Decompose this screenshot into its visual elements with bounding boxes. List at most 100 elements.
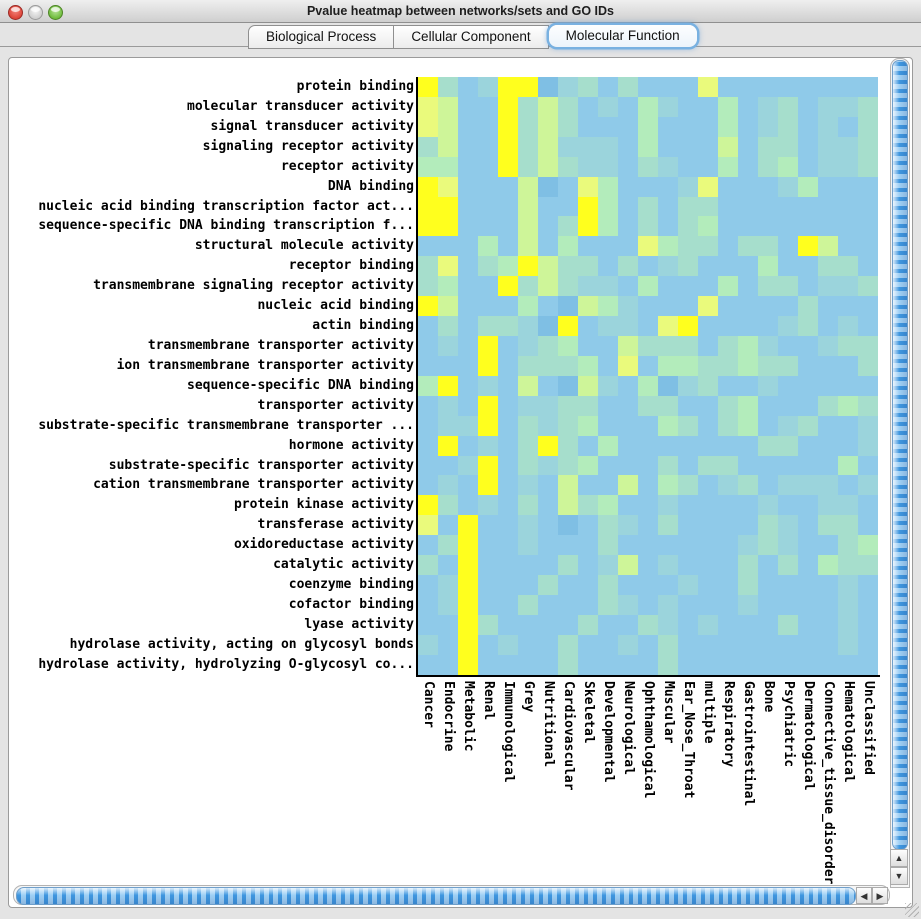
heatmap-cell	[838, 455, 858, 476]
heatmap-cell	[678, 156, 698, 177]
horizontal-scrollbar-thumb[interactable]	[16, 887, 856, 905]
heatmap-cell	[538, 96, 558, 117]
scroll-down-button[interactable]: ▼	[890, 867, 908, 885]
heatmap-cell	[618, 236, 638, 257]
heatmap-cell	[478, 316, 498, 336]
heatmap-cell	[838, 96, 858, 117]
row-label: signal transducer activity	[210, 118, 415, 134]
heatmap-cell	[638, 594, 658, 615]
heatmap-cell	[758, 136, 778, 157]
row-label: signaling receptor activity	[202, 138, 414, 154]
heatmap-cell	[818, 634, 838, 655]
heatmap-cell	[598, 654, 618, 675]
heatmap-cell	[858, 176, 878, 197]
minimize-button[interactable]	[28, 5, 43, 20]
heatmap-cell	[738, 634, 758, 655]
heatmap-cell	[538, 515, 558, 536]
heatmap-cell	[558, 316, 578, 336]
heatmap-cell	[858, 515, 878, 536]
tab-molecular-function[interactable]: Molecular Function	[548, 25, 697, 47]
heatmap-cell	[598, 515, 618, 536]
heatmap-cell	[798, 156, 818, 177]
heatmap-cell	[678, 654, 698, 675]
row-label: lyase activity	[304, 616, 414, 632]
heatmap-cell	[558, 555, 578, 576]
heatmap-cell	[698, 535, 718, 556]
heatmap-cell	[698, 316, 718, 336]
heatmap-cell	[498, 455, 518, 476]
heatmap-cell	[858, 395, 878, 416]
heatmap-grid	[418, 77, 878, 675]
heatmap-cell	[718, 176, 738, 197]
heatmap-cell	[738, 136, 758, 157]
heatmap-cell	[818, 176, 838, 197]
scroll-left-button[interactable]: ◀	[856, 887, 872, 904]
heatmap-cell	[578, 77, 598, 97]
heatmap-cell	[838, 475, 858, 496]
scroll-up-button[interactable]: ▲	[890, 849, 908, 867]
heatmap-cell	[758, 575, 778, 595]
heatmap-cell	[798, 196, 818, 217]
heatmap-cell	[498, 77, 518, 97]
heatmap-cell	[658, 594, 678, 615]
heatmap-cell	[658, 654, 678, 675]
heatmap-cell	[718, 136, 738, 157]
heatmap-cell	[418, 654, 438, 675]
heatmap-cell	[418, 77, 438, 97]
heatmap-cell	[578, 156, 598, 177]
heatmap-cell	[858, 455, 878, 476]
heatmap-cell	[478, 375, 498, 396]
heatmap-cell	[458, 256, 478, 277]
heatmap-cell	[518, 555, 538, 576]
vertical-scrollbar-thumb[interactable]	[892, 60, 908, 850]
heatmap-cell	[458, 236, 478, 257]
heatmap-cell	[838, 395, 858, 416]
heatmap-cell	[778, 575, 798, 595]
left-arrow-icon: ◀	[860, 891, 868, 901]
scroll-right-button[interactable]: ▶	[872, 887, 888, 904]
heatmap-cell	[438, 335, 458, 356]
heatmap-cell	[458, 156, 478, 177]
heatmap-cell	[658, 316, 678, 336]
heatmap-cell	[538, 415, 558, 436]
heatmap-cell	[558, 415, 578, 436]
heatmap-cell	[658, 535, 678, 556]
heatmap-cell	[758, 156, 778, 177]
heatmap-cell	[778, 594, 798, 615]
heatmap-cell	[558, 435, 578, 456]
heatmap-cell	[738, 594, 758, 615]
heatmap-cell	[698, 375, 718, 396]
heatmap-cell	[478, 654, 498, 675]
heatmap-cell	[478, 475, 498, 496]
heatmap-cell	[618, 355, 638, 376]
heatmap-cell	[458, 535, 478, 556]
heatmap-cell	[738, 216, 758, 237]
heatmap-cell	[818, 216, 838, 237]
heatmap-cell	[578, 594, 598, 615]
heatmap-cell	[698, 96, 718, 117]
heatmap-cell	[798, 395, 818, 416]
heatmap-cell	[598, 196, 618, 217]
heatmap-cell	[678, 335, 698, 356]
heatmap-cell	[458, 634, 478, 655]
heatmap-cell	[658, 575, 678, 595]
resize-grip-icon[interactable]	[905, 903, 919, 917]
tab-cellular-component[interactable]: Cellular Component	[394, 25, 549, 49]
column-label: Endocrine	[441, 681, 456, 752]
heatmap-cell	[558, 614, 578, 635]
heatmap-cell	[718, 495, 738, 516]
heatmap-cell	[478, 116, 498, 137]
row-label: nucleic acid binding	[257, 298, 414, 314]
heatmap-cell	[478, 216, 498, 237]
heatmap-cell	[538, 435, 558, 456]
tab-biological-process[interactable]: Biological Process	[248, 25, 395, 49]
heatmap-cell	[438, 136, 458, 157]
heatmap-cell	[418, 96, 438, 117]
heatmap-cell	[818, 256, 838, 277]
heatmap-cell	[538, 575, 558, 595]
heatmap-cell	[618, 156, 638, 177]
close-button[interactable]	[8, 5, 23, 20]
heatmap-cell	[638, 535, 658, 556]
heatmap-cell	[778, 634, 798, 655]
zoom-button[interactable]	[48, 5, 63, 20]
